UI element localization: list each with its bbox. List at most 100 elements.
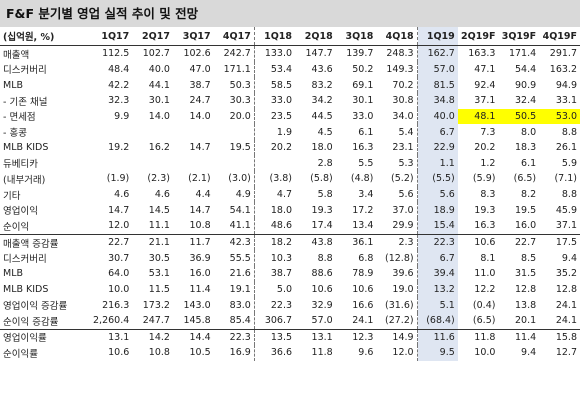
table-cell: 11.4	[189, 283, 211, 295]
table-cell: 16.0	[514, 220, 537, 232]
table-cell	[173, 155, 214, 171]
table-cell: 19.5	[514, 204, 537, 216]
table-cell: 26.1	[555, 142, 577, 154]
row-label: - 기존 채널	[3, 96, 48, 108]
table-cell: 53.4	[270, 63, 293, 75]
column-header: 3Q17	[172, 27, 214, 46]
table-cell: 38.7	[270, 268, 293, 280]
table-cell: 32.4	[514, 95, 537, 107]
table-cell: 5.5	[358, 157, 374, 169]
table-cell: 36.1	[335, 233, 377, 251]
table-cell: 10.6	[311, 283, 333, 295]
table-cell: 16.2	[148, 142, 170, 154]
table-cell: 10.6	[108, 347, 130, 359]
table-cell: 2.3	[376, 233, 418, 251]
table-cell: 133.0	[264, 48, 293, 60]
row-label: MLB KIDS	[3, 142, 49, 154]
table-cell: 163.2	[549, 63, 577, 75]
table-cell: 85.4	[213, 312, 255, 330]
table-row: (내부거래) (1.9) (2.3) (2.1) (3.0) (3.8) (5.8) (4.8…	[0, 171, 580, 187]
table-cell: 14.4	[172, 328, 214, 346]
column-header: 2Q17	[132, 27, 173, 46]
column-header: 3Q18	[335, 27, 377, 46]
table-cell: 5.3	[376, 155, 418, 172]
table-cell: 15.4	[417, 218, 458, 235]
table-cell: 19.3	[311, 204, 333, 216]
table-cell: 47.0	[189, 63, 211, 75]
table-cell: 8.2	[521, 189, 537, 201]
table-cell: 2,260.4	[93, 315, 130, 327]
table-row: MLB 64.0 53.1 16.0 21.6 38.7 88.6 78.9 39.6 39.4 1…	[0, 265, 580, 282]
table-cell: 35.2	[555, 268, 577, 280]
table-cell: 18.0	[311, 142, 333, 154]
table-cell: 13.4	[352, 220, 374, 232]
table-cell: 37.1	[474, 95, 496, 107]
table-cell: 21.6	[213, 265, 255, 282]
row-label: MLB	[3, 79, 24, 91]
table-cell: 248.3	[376, 45, 418, 62]
table-cell: 18.9	[417, 202, 458, 219]
table-cell: 33.0	[270, 95, 293, 107]
table-cell: 48.1	[457, 108, 499, 125]
table-row: - 기존 채널 32.3 30.1 24.7 30.3 33.0 34.2 30.1 30.8 3…	[0, 92, 580, 109]
table-cell: 6.7	[417, 250, 458, 266]
row-label: 디스커버리	[3, 65, 47, 77]
table-cell: 13.8	[514, 299, 537, 311]
table-cell: 143.0	[183, 299, 211, 311]
table-cell: 14.9	[376, 328, 418, 346]
table-cell: (5.2)	[376, 171, 418, 187]
table-cell: 8.8	[561, 126, 577, 138]
table-cell: 36.9	[189, 252, 211, 264]
table-cell: 10.3	[270, 252, 293, 264]
table-cell: 22.3	[417, 233, 458, 251]
header-row: (십억원, %) 1Q17 2Q17 3Q17 4Q17 1Q18 2Q18 3…	[0, 27, 580, 46]
table-cell: 162.7	[417, 45, 458, 62]
table-cell: 6.7	[417, 124, 458, 140]
table-cell: 11.7	[172, 233, 214, 251]
table-cell: 5.9	[561, 157, 577, 169]
table-cell: 88.6	[311, 268, 333, 280]
table-row: MLB KIDS 19.2 16.2 14.7 19.5 20.2 18.0 16.3 23.1…	[0, 139, 580, 156]
table-cell: 58.5	[270, 79, 293, 91]
table-cell: (27.2)	[376, 312, 418, 330]
table-cell: 22.7	[91, 233, 133, 251]
table-cell: 44.5	[311, 110, 333, 122]
table-cell: 102.6	[183, 48, 211, 60]
table-cell: 291.7	[549, 48, 577, 60]
table-cell: 12.8	[555, 283, 577, 295]
table-cell: 4.6	[154, 189, 170, 201]
table-cell	[132, 124, 173, 140]
table-cell: 5.0	[276, 283, 293, 295]
table-cell: 90.9	[514, 79, 537, 91]
table-cell: 39.4	[417, 265, 458, 282]
table-cell: 14.7	[189, 204, 211, 216]
table-cell: 6.8	[358, 252, 374, 264]
table-cell: 13.2	[417, 281, 458, 298]
table-cell: 22.3	[270, 299, 293, 311]
table-cell: 12.8	[514, 283, 537, 295]
table-cell: 102.7	[142, 48, 170, 60]
column-header: 4Q17	[213, 27, 255, 46]
table-cell: 19.3	[474, 204, 496, 216]
table-cell: 24.7	[189, 95, 211, 107]
table-cell: 36.6	[270, 347, 293, 359]
row-label: 순이익률	[3, 348, 38, 360]
table-row: 매출액 112.5 102.7 102.6 242.7 133.0 147.7 139.7 24…	[0, 45, 580, 62]
table-cell: 47.1	[474, 63, 496, 75]
table-row: - 면세점 9.9 14.0 14.0 20.0 23.5 44.5 33.0 34.0 40.0…	[0, 108, 580, 125]
table-cell: 24.1	[352, 315, 374, 327]
unit-label: (십억원, %)	[0, 27, 92, 46]
table-cell: (2.3)	[147, 173, 170, 185]
column-header: 1Q17	[91, 27, 133, 46]
table-cell: 12.2	[474, 283, 496, 295]
table-cell: 147.7	[305, 48, 333, 60]
table-cell: 17.2	[352, 204, 374, 216]
table-cell: 32.3	[108, 95, 130, 107]
table-cell: 33.1	[555, 95, 577, 107]
row-label: MLB	[3, 268, 24, 280]
table-cell: (1.9)	[106, 173, 130, 185]
table-cell: 9.9	[114, 110, 130, 122]
row-label: 디스커버리	[3, 254, 47, 266]
table-cell: 30.5	[148, 252, 170, 264]
table-cell	[132, 155, 173, 171]
